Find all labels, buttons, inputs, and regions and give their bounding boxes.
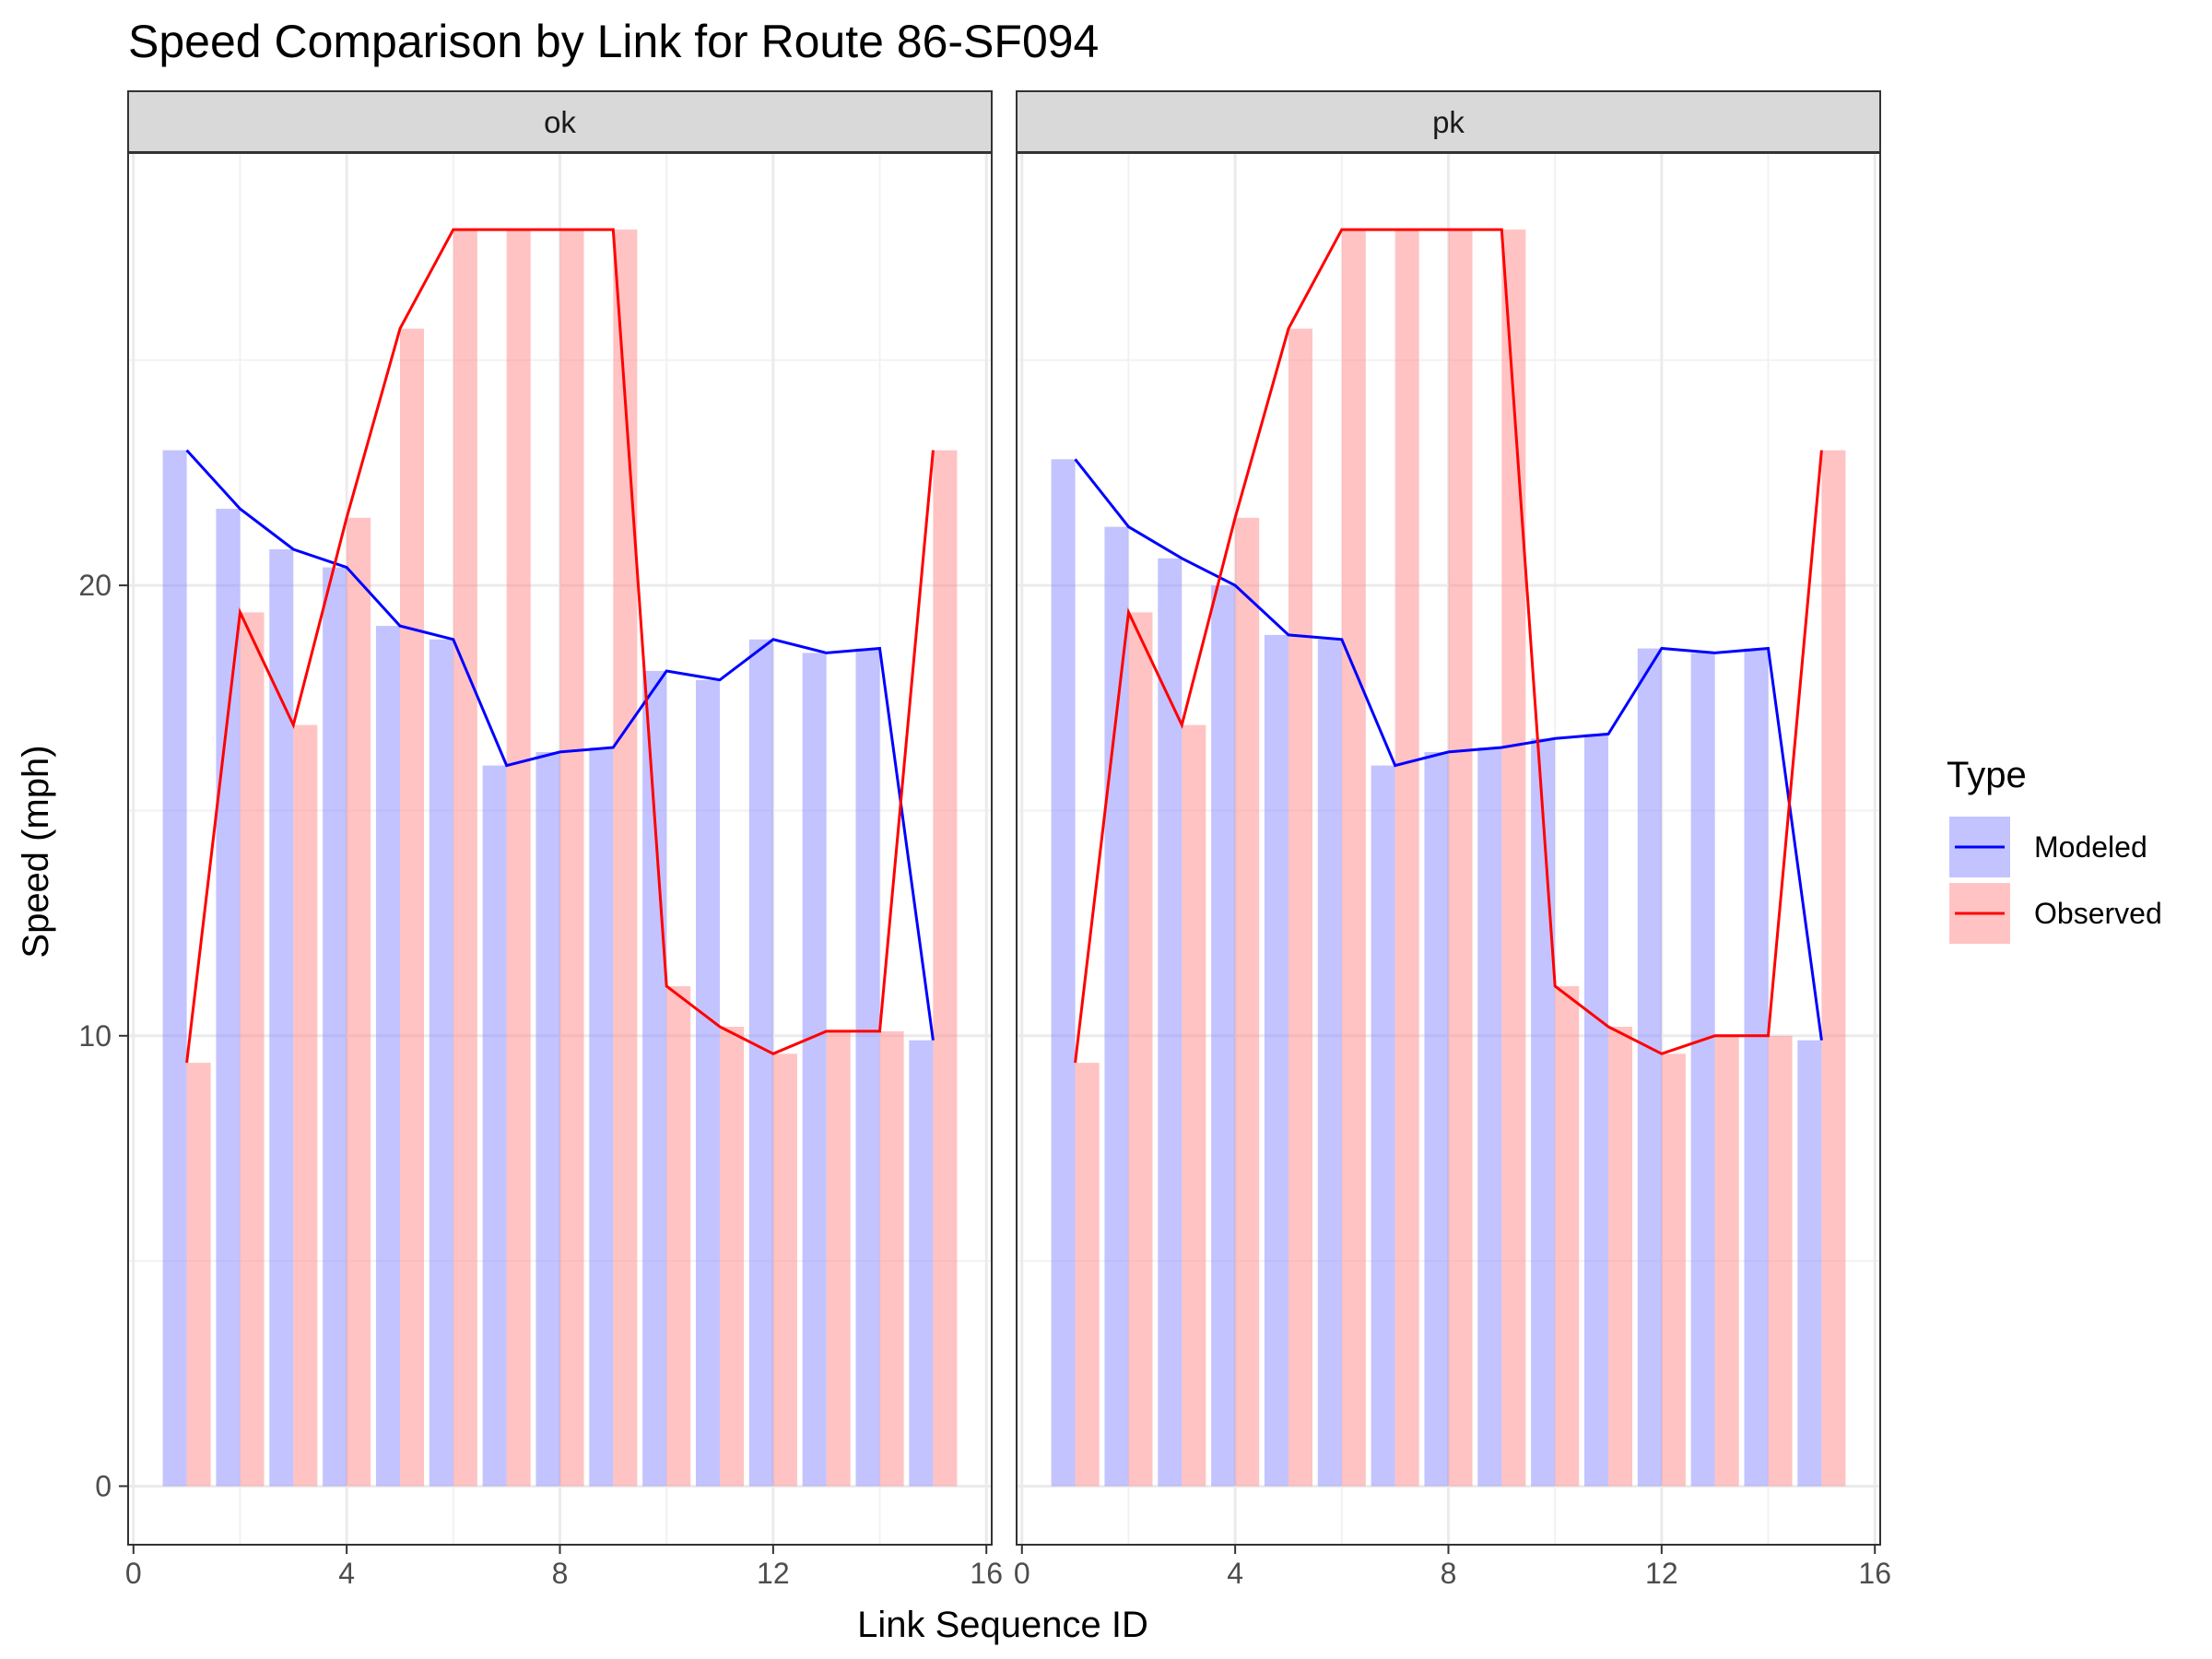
chart-title: Speed Comparison by Link for Route 86-SF… (128, 16, 1099, 67)
bar-modeled (1104, 526, 1129, 1487)
x-tick-label: 4 (1227, 1557, 1243, 1590)
bar-observed (1555, 986, 1580, 1487)
legend-label: Observed (2034, 897, 2162, 930)
bar-observed (1821, 450, 1846, 1487)
bar-modeled (482, 765, 507, 1487)
bar-modeled (695, 679, 721, 1487)
bar-observed (1768, 1035, 1793, 1487)
legend-title: Type (1947, 755, 2027, 795)
bar-modeled (1371, 765, 1395, 1487)
bar-observed (879, 1030, 904, 1487)
x-tick-label: 16 (1858, 1557, 1891, 1590)
bar-observed (1661, 1053, 1686, 1487)
y-tick-label: 0 (95, 1469, 112, 1502)
bar-modeled (1317, 639, 1342, 1487)
bar-observed (1608, 1027, 1633, 1487)
x-tick-label: 12 (1645, 1557, 1678, 1590)
bar-modeled (1264, 634, 1288, 1487)
bar-observed (933, 450, 958, 1487)
bar-modeled (323, 567, 347, 1487)
bar-observed (453, 229, 477, 1487)
bar-modeled (1051, 459, 1076, 1487)
x-tick-label: 16 (970, 1557, 1003, 1590)
x-tick-label: 8 (1441, 1557, 1457, 1590)
strip-ok (127, 90, 993, 153)
bar-observed (1235, 517, 1260, 1487)
legend-entries: Modeled Observed (1949, 817, 2162, 944)
bar-observed (1075, 1063, 1100, 1487)
x-axis-title: Link Sequence ID (857, 1605, 1148, 1645)
bar-observed (666, 986, 691, 1487)
bar-observed (186, 1063, 211, 1487)
bar-modeled (1531, 738, 1556, 1487)
bar-observed (613, 229, 638, 1487)
line-observed (1074, 228, 1823, 1064)
bar-observed (1288, 328, 1313, 1487)
bar-modeled (1583, 734, 1609, 1487)
bar-observed (399, 328, 425, 1487)
bar-modeled (748, 639, 773, 1487)
bar-observed (1714, 1035, 1739, 1487)
panel-ok: ok 0 4 8 12 16 0 10 20 (78, 90, 1003, 1590)
bar-modeled (1744, 648, 1769, 1487)
line-modeled (185, 449, 935, 1041)
bar-modeled (535, 751, 560, 1487)
bar-modeled (429, 639, 453, 1487)
bar-modeled (1424, 751, 1449, 1487)
bar-observed (1341, 229, 1366, 1487)
bar-observed (1501, 229, 1526, 1487)
bar-modeled (802, 653, 827, 1487)
x-tick-label: 8 (552, 1557, 569, 1590)
bar-modeled (1158, 558, 1182, 1487)
line-observed (185, 228, 935, 1064)
line-modeled (1074, 458, 1823, 1041)
x-tick-label: 4 (338, 1557, 355, 1590)
bar-observed (240, 612, 265, 1487)
bar-observed (772, 1053, 797, 1487)
bar-observed (720, 1027, 745, 1487)
bar-modeled (162, 450, 187, 1487)
panel-pk: pk 0 4 8 12 16 (1014, 90, 1891, 1590)
strip-label: ok (544, 105, 576, 139)
bar-observed (1394, 229, 1419, 1487)
y-axis-title: Speed (mph) (16, 745, 56, 958)
y-tick-label: 20 (78, 569, 112, 602)
bar-modeled (589, 747, 614, 1487)
bar-observed (293, 724, 318, 1487)
x-tick-label: 0 (125, 1557, 142, 1590)
bar-modeled (1211, 585, 1236, 1487)
bar-modeled (216, 509, 241, 1487)
bar-modeled (642, 670, 667, 1487)
bar-modeled (855, 648, 880, 1487)
bar-observed (506, 229, 531, 1487)
chart-panels: ok 0 4 8 12 16 0 10 20 pk 0 4 8 12 16 (78, 90, 1891, 1590)
legend-label: Modeled (2034, 830, 2147, 864)
bar-modeled (269, 549, 294, 1487)
bar-observed (1448, 229, 1473, 1487)
legend: Type Modeled Observed (1947, 755, 2162, 944)
bar-observed (1128, 612, 1153, 1487)
bar-observed (559, 229, 584, 1487)
strip-label: pk (1432, 105, 1465, 139)
bar-modeled (909, 1040, 934, 1487)
bar-observed (347, 517, 371, 1487)
bar-modeled (1797, 1040, 1822, 1487)
x-tick-label: 12 (757, 1557, 790, 1590)
x-tick-label: 0 (1014, 1557, 1030, 1590)
bar-observed (1182, 724, 1206, 1487)
bar-observed (826, 1030, 851, 1487)
y-tick-label: 10 (78, 1019, 112, 1053)
bar-modeled (1690, 653, 1715, 1487)
bar-modeled (375, 626, 400, 1487)
bar-modeled (1477, 747, 1502, 1487)
bar-modeled (1637, 648, 1662, 1487)
